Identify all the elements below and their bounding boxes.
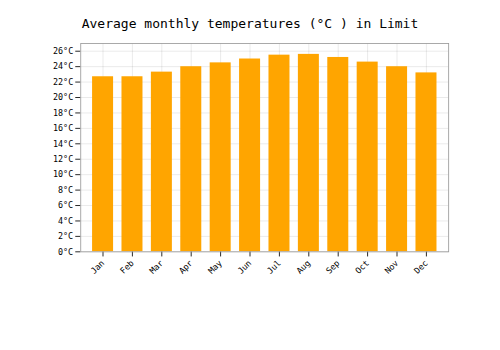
svg-text:22°C: 22°C xyxy=(53,77,73,87)
svg-text:Aug: Aug xyxy=(294,258,312,276)
svg-text:Dec: Dec xyxy=(412,258,430,276)
svg-text:Apr: Apr xyxy=(177,258,195,276)
svg-text:26°C: 26°C xyxy=(53,46,73,56)
svg-text:Feb: Feb xyxy=(118,258,136,276)
html-text:Average monthly temperatures (: Average monthly temperatures (°C ) in Li… xyxy=(81,16,419,31)
svg-text:6°C: 6°C xyxy=(58,200,73,210)
svg-text:14°C: 14°C xyxy=(53,138,73,148)
svg-text:18°C: 18°C xyxy=(53,108,73,118)
svg-text:Sep: Sep xyxy=(324,258,342,276)
svg-text:Jul: Jul xyxy=(265,258,283,276)
svg-text:20°C: 20°C xyxy=(53,92,73,102)
svg-text:8°C: 8°C xyxy=(58,185,73,195)
svg-text:4°C: 4°C xyxy=(58,216,73,226)
svg-text:May: May xyxy=(206,258,224,276)
svg-text:12°C: 12°C xyxy=(53,154,73,164)
svg-text:Jun: Jun xyxy=(236,258,254,276)
svg-text:16°C: 16°C xyxy=(53,123,73,133)
svg-text:2°C: 2°C xyxy=(58,231,73,241)
svg-text:10°C: 10°C xyxy=(53,169,73,179)
svg-text:Nov: Nov xyxy=(383,258,401,276)
svg-text:0°C: 0°C xyxy=(58,247,73,257)
svg-text:Oct: Oct xyxy=(353,258,371,276)
svg-text:Mar: Mar xyxy=(147,258,165,276)
svg-text:24°C: 24°C xyxy=(53,61,73,71)
svg-text:Jan: Jan xyxy=(89,258,107,276)
